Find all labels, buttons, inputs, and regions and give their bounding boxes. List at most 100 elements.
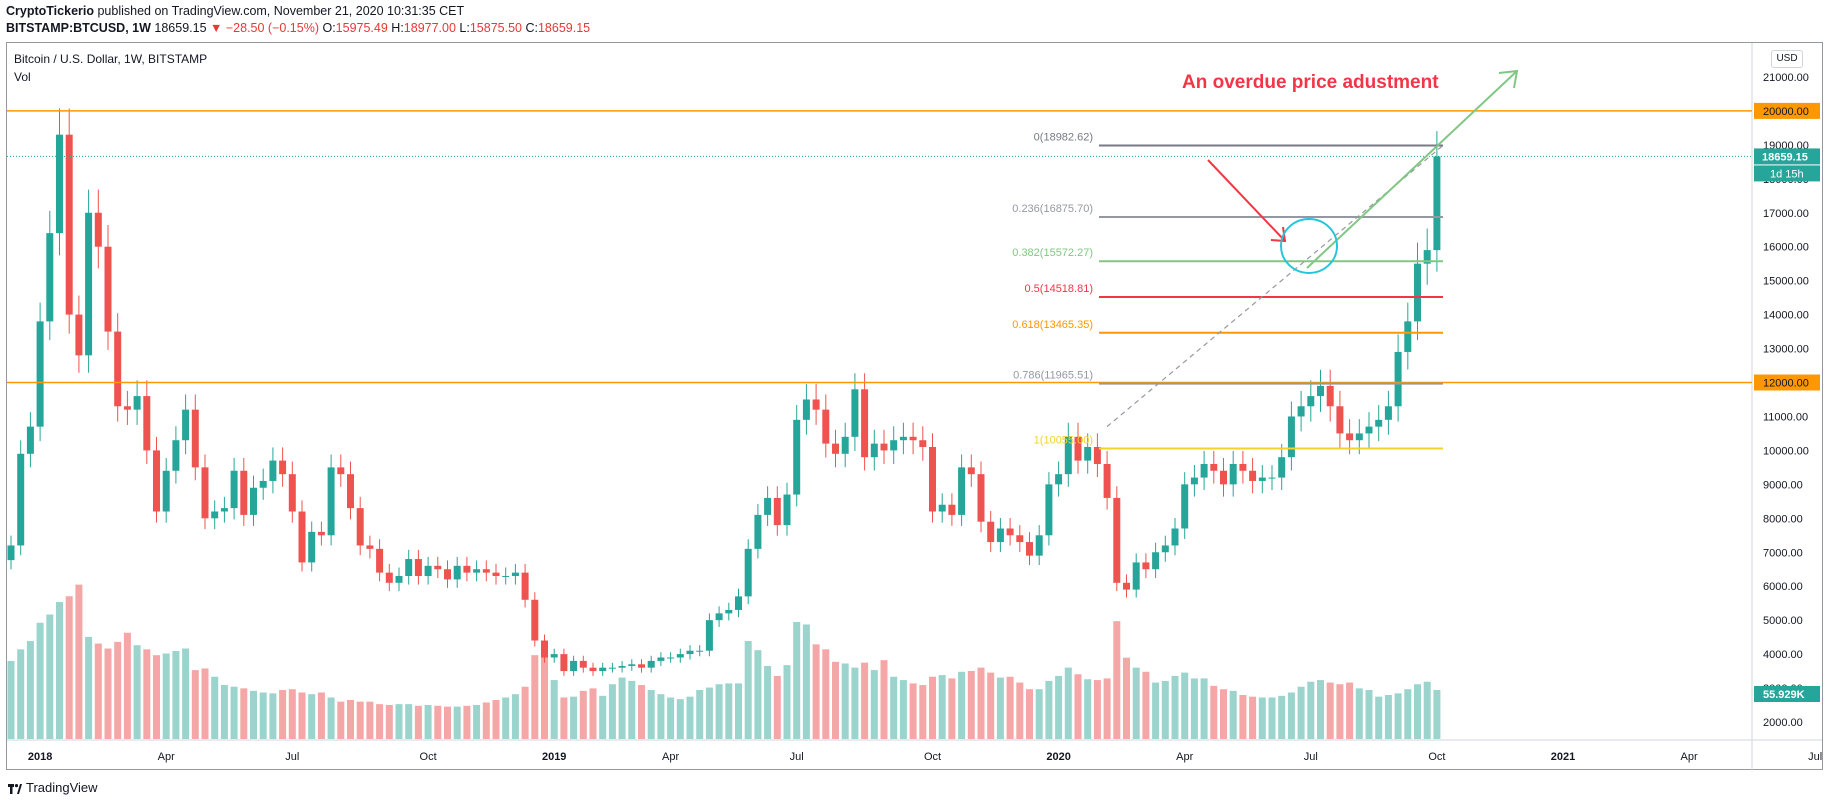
volume-bar — [1171, 675, 1179, 739]
volume-bar — [793, 621, 801, 739]
volume-bar — [46, 614, 54, 739]
y-tick-label: 13000.00 — [1763, 344, 1809, 356]
low-value: 15875.50 — [469, 21, 522, 35]
currency-button[interactable]: USD — [1771, 50, 1803, 68]
candle-body — [812, 399, 820, 410]
candle-body — [686, 650, 694, 655]
volume-bar — [1365, 690, 1373, 739]
candle-body — [240, 470, 248, 515]
volume-bar — [85, 636, 93, 739]
volume-bar — [434, 705, 442, 739]
x-tick-label: Jul — [285, 751, 299, 763]
footer-brand-text: TradingView — [26, 780, 98, 795]
volume-bar — [1433, 690, 1441, 739]
candle-body — [308, 531, 316, 563]
volume-bar — [511, 694, 519, 739]
candle-body — [880, 443, 888, 451]
candle-body — [705, 620, 713, 651]
candle-body — [337, 467, 345, 475]
candle-body — [841, 436, 849, 454]
candle-body — [46, 233, 54, 322]
red-arrow-head — [1270, 226, 1287, 243]
volume-bar — [259, 692, 267, 739]
candle-body — [473, 569, 481, 573]
x-tick-label: Jul — [1304, 751, 1318, 763]
high-label: H: — [391, 21, 404, 35]
candle-body — [958, 467, 966, 515]
candle-body — [182, 409, 190, 441]
footer-brand[interactable]: TradingView — [8, 780, 98, 795]
candle-body — [608, 667, 616, 669]
candle-body — [230, 470, 238, 509]
volume-bar — [298, 692, 306, 739]
volume-bar — [948, 678, 956, 739]
volume-bar — [162, 653, 170, 739]
volume-bar — [638, 685, 645, 739]
candle-body — [1026, 542, 1033, 556]
volume-bar — [463, 705, 471, 739]
volume-bar — [1249, 696, 1257, 739]
red-arrow-line — [1207, 159, 1286, 242]
x-tick-label: Oct — [924, 751, 941, 763]
volume-bar — [783, 665, 791, 739]
volume-bar — [705, 687, 713, 739]
fib-level-label: 0.236(16875.70) — [1012, 203, 1093, 215]
candle-body — [1220, 470, 1227, 485]
volume-bar — [735, 683, 742, 739]
candle-body — [191, 409, 199, 468]
candle-body — [17, 453, 25, 546]
candle-body — [385, 572, 393, 583]
volume-bar — [608, 684, 616, 739]
price-change: ▼ −28.50 (−0.15%) — [210, 21, 319, 35]
candle-body — [1346, 433, 1354, 441]
candle-body — [599, 667, 607, 672]
x-tick-label: Jul — [790, 751, 804, 763]
candle-body — [870, 443, 878, 458]
candle-body — [1152, 552, 1160, 570]
candle-body — [890, 440, 898, 451]
y-tick-label: 4000.00 — [1763, 649, 1803, 661]
candle-body — [1375, 419, 1383, 427]
volume-bar — [1113, 621, 1121, 739]
volume-bar — [143, 649, 151, 739]
low-label: L: — [459, 21, 470, 35]
candle-body — [376, 548, 384, 573]
volume-bar — [482, 702, 490, 739]
candle-body — [1074, 436, 1082, 461]
x-tick-label: Apr — [158, 751, 175, 763]
y-tick-label: 14000.00 — [1763, 310, 1809, 322]
volume-bar — [929, 676, 936, 739]
x-tick-label: Apr — [662, 751, 679, 763]
volume-bar — [473, 704, 481, 739]
volume-bar — [696, 690, 704, 739]
candle-body — [1132, 562, 1140, 590]
volume-bar — [269, 693, 277, 739]
y-tick-label: 9000.00 — [1763, 479, 1803, 491]
volume-bar — [1268, 697, 1276, 739]
volume-bar — [570, 696, 578, 739]
candle-body — [1414, 263, 1421, 322]
volume-bar — [880, 660, 888, 739]
candle-body — [570, 660, 578, 672]
volume-bar — [541, 644, 548, 739]
y-tick-label: 7000.00 — [1763, 547, 1803, 559]
volume-bar — [725, 683, 733, 739]
volume-bar — [1220, 689, 1227, 739]
candle-body — [1317, 385, 1324, 397]
candle-body — [773, 497, 781, 526]
candle-body — [288, 474, 296, 512]
author-name[interactable]: CryptoTickerio — [6, 4, 94, 18]
volume-bar — [376, 704, 384, 739]
volume-bar — [589, 688, 597, 739]
published-text: published on TradingView.com, November 2… — [97, 4, 465, 18]
volume-bar — [599, 695, 607, 739]
horizontal-line-badge — [1754, 374, 1820, 391]
volume-bar — [861, 662, 869, 739]
fib-level-label: 0.786(11965.51) — [1013, 370, 1093, 382]
candle-body — [220, 508, 228, 512]
candle-body — [1171, 528, 1179, 546]
candle-body — [259, 480, 267, 488]
candle-body — [1365, 426, 1373, 434]
candle-body — [356, 508, 364, 546]
